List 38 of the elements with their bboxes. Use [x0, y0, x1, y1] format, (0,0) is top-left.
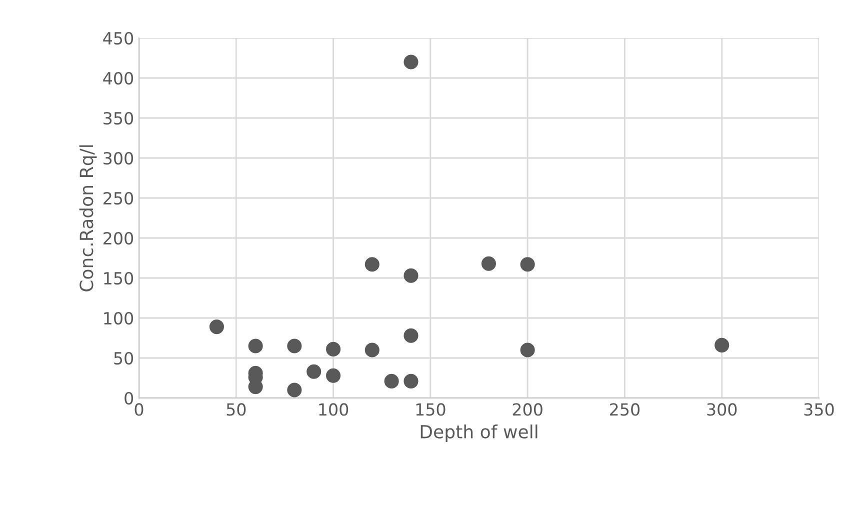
point — [287, 382, 302, 398]
y-tick-label: 150 — [104, 272, 134, 285]
x-tick-label: 50 — [226, 403, 246, 416]
x-tick-label: 250 — [610, 403, 640, 416]
x-tick-label: 200 — [512, 403, 542, 416]
point — [248, 338, 263, 354]
point — [384, 374, 399, 388]
point — [404, 328, 418, 343]
point — [481, 256, 496, 271]
point — [404, 268, 418, 283]
point — [364, 342, 380, 358]
point — [287, 338, 302, 354]
y-tick-label: 350 — [104, 112, 134, 125]
x-tick-label: 300 — [707, 403, 737, 416]
y-tick-label: 450 — [103, 32, 134, 45]
point — [326, 342, 341, 356]
point — [404, 54, 418, 70]
x-tick-label: 0 — [134, 403, 144, 416]
x-tick-label: 150 — [416, 403, 446, 416]
y-tick-label: 300 — [104, 152, 134, 165]
y-tick-label: 200 — [104, 232, 134, 245]
x-axis-title: Depth of well — [420, 424, 538, 442]
point — [714, 338, 730, 352]
point — [306, 364, 322, 379]
point — [364, 257, 380, 272]
y-axis-title: Conc.Radon Rq/l — [79, 145, 97, 292]
y-tick-label: 0 — [124, 392, 134, 405]
y-tick-label: 250 — [104, 192, 134, 205]
y-tick-label: 400 — [103, 72, 134, 85]
point — [520, 257, 535, 272]
point — [209, 320, 224, 334]
point — [520, 342, 535, 358]
y-tick-label: 50 — [114, 352, 134, 365]
point — [404, 374, 418, 388]
x-tick-label: 350 — [804, 403, 834, 416]
y-tick-label: 100 — [104, 312, 134, 325]
point — [326, 368, 341, 383]
x-tick-label: 100 — [319, 403, 348, 416]
